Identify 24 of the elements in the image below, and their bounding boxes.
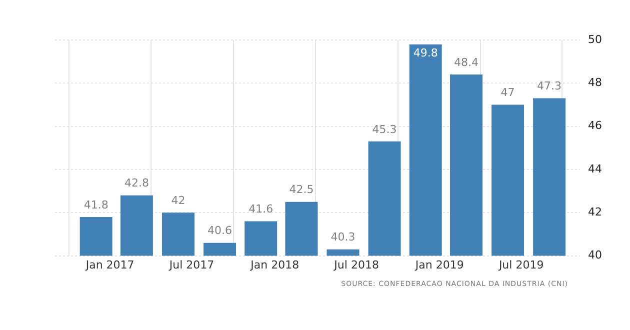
data-label: 40.6 [208, 224, 232, 238]
data-label: 42.8 [124, 176, 149, 190]
y-tick-label: 42 [588, 206, 602, 218]
y-tick-label: 40 [588, 248, 602, 262]
x-tick-label: Jan 2019 [414, 258, 464, 272]
data-label: 47.3 [537, 80, 562, 93]
x-tick-label: Jan 2017 [84, 258, 134, 272]
data-label: 41.6 [248, 202, 274, 216]
data-label: 48.4 [454, 56, 478, 69]
data-label: 49.8 [413, 46, 438, 60]
data-label: 40.3 [330, 230, 356, 244]
y-tick-label: 50 [588, 32, 602, 46]
x-tick-label: Jul 2019 [498, 258, 544, 272]
data-label: 45.3 [372, 122, 397, 136]
x-tick-label: Jan 2018 [250, 258, 300, 272]
y-tick-label: 48 [588, 76, 602, 90]
y-tick-label: 44 [588, 162, 602, 176]
data-label: 41.8 [84, 198, 108, 212]
x-tick-label: Jul 2017 [168, 258, 214, 272]
data-label: 42.5 [289, 183, 314, 196]
data-label: 42 [171, 194, 186, 207]
y-tick-label: 46 [588, 119, 602, 132]
data-label: 47 [500, 86, 515, 100]
x-tick-label: Jul 2018 [333, 258, 379, 272]
